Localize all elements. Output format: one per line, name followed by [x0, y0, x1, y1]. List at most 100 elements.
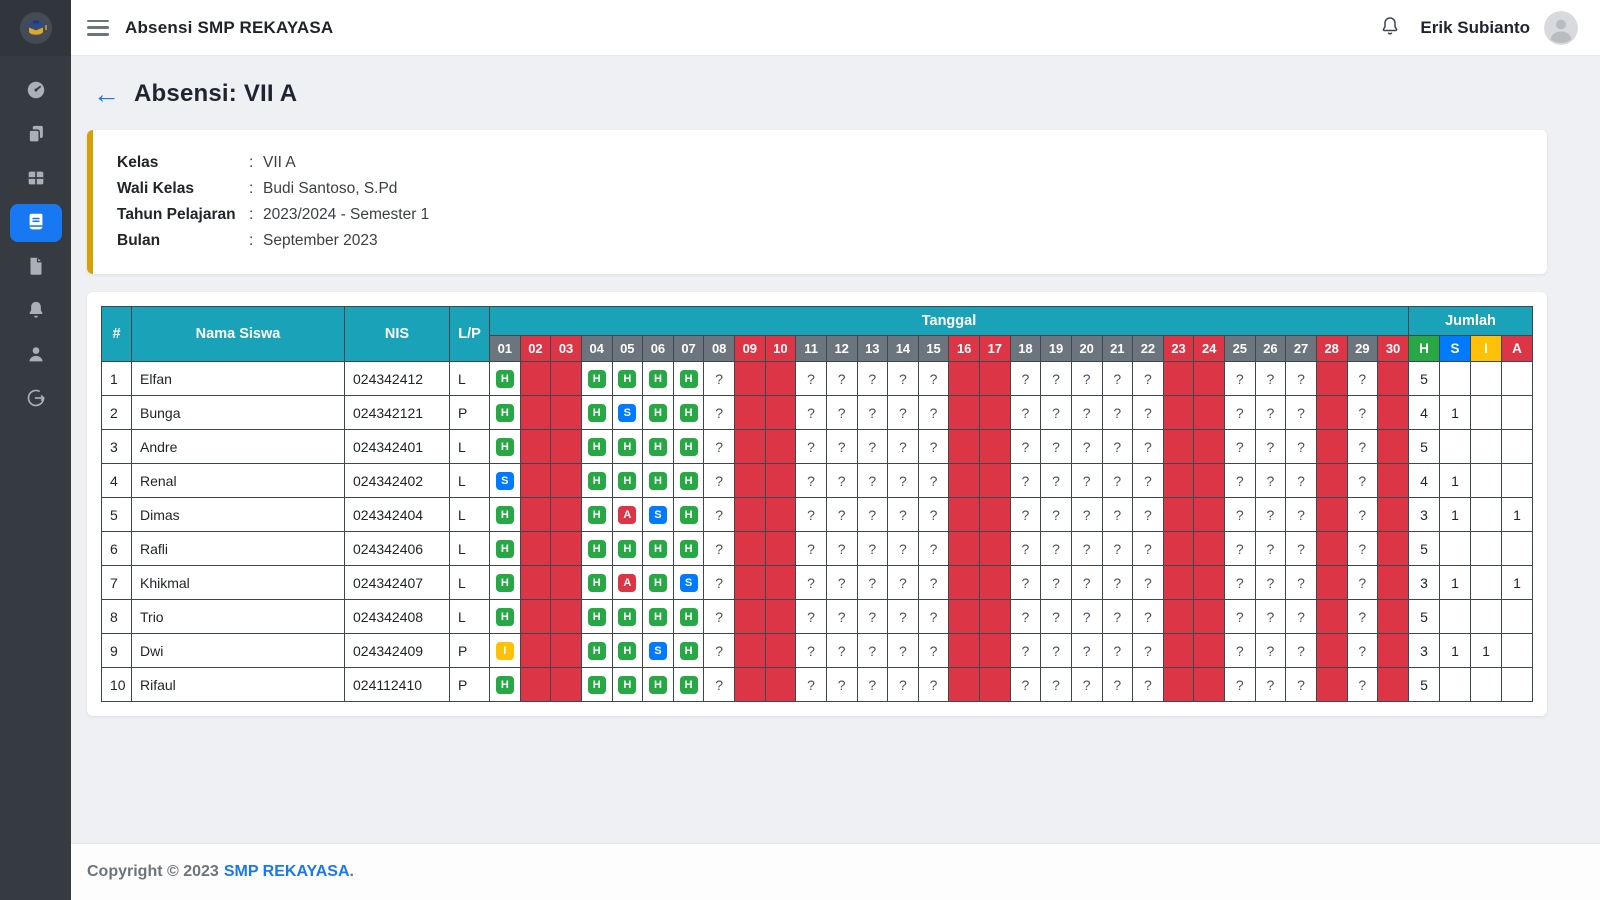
attendance-cell-25: ? — [1224, 395, 1256, 430]
sidebar-item-dashboard[interactable] — [10, 72, 62, 110]
unknown-status-mark: ? — [1052, 370, 1060, 387]
unknown-status-mark: ? — [837, 642, 846, 659]
unknown-status-mark: ? — [1144, 608, 1152, 625]
attendance-cell-27: ? — [1285, 599, 1317, 634]
sidebar-item-data[interactable] — [10, 116, 62, 154]
attendance-cell-03 — [550, 667, 582, 702]
unknown-status-mark: ? — [1113, 472, 1122, 489]
attendance-cell-20: ? — [1070, 395, 1103, 430]
attendance-cell-20: ? — [1070, 633, 1103, 668]
attendance-cell-26: ? — [1254, 633, 1287, 668]
column-header-nis: NIS — [344, 306, 450, 362]
sidebar-item-laporan[interactable] — [10, 248, 62, 286]
student-row: 2 Bunga 024342121 P H H S H H??????????????? 4 1 — [101, 395, 1534, 430]
attendance-cell-26: ? — [1254, 565, 1287, 600]
status-badge-H: H — [495, 370, 514, 388]
status-badge-A: A — [618, 574, 637, 592]
status-badge-H: H — [679, 370, 698, 388]
school-logo-icon — [16, 8, 56, 48]
attendance-cell-17 — [979, 429, 1011, 464]
copyright-text: Copyright © 2023 — [87, 863, 219, 880]
attendance-cell-14: ? — [887, 599, 919, 634]
attendance-cell-23 — [1162, 667, 1195, 702]
unknown-status-mark: ? — [1144, 676, 1152, 693]
unknown-status-mark: ? — [1082, 472, 1091, 489]
attendance-cell-11: ? — [795, 395, 827, 430]
date-header-18: 18 — [1009, 335, 1042, 362]
sidebar-item-absensi[interactable] — [9, 204, 62, 242]
menu-toggle-button[interactable] — [87, 19, 111, 37]
notifications-button[interactable] — [1378, 14, 1402, 41]
attendance-cell-04: H — [580, 429, 613, 464]
gender-cell: L — [449, 429, 490, 464]
sidebar-item-kelas[interactable] — [10, 160, 62, 198]
status-badge-H: H — [618, 676, 637, 694]
attendance-cell-01: H — [489, 429, 521, 464]
sidebar-item-logout[interactable] — [10, 380, 62, 418]
attendance-cell-25: ? — [1224, 361, 1256, 396]
attendance-cell-21: ? — [1101, 633, 1134, 668]
status-badge-H: H — [495, 404, 514, 422]
sidebar-item-notifikasi[interactable] — [10, 292, 62, 330]
total-cell-A — [1500, 633, 1534, 668]
attendance-cell-10 — [764, 395, 797, 430]
attendance-cell-09 — [734, 531, 766, 566]
attendance-cell-27: ? — [1285, 565, 1317, 600]
attendance-cell-12: ? — [825, 633, 858, 668]
attendance-cell-29: ? — [1346, 497, 1379, 532]
attendance-cell-15: ? — [917, 599, 950, 634]
attendance-cell-19: ? — [1040, 565, 1072, 600]
date-header-12: 12 — [825, 335, 858, 362]
attendance-cell-11: ? — [795, 565, 827, 600]
attendance-cell-09 — [734, 633, 766, 668]
unknown-status-mark: ? — [1358, 370, 1367, 387]
attendance-cell-02 — [519, 531, 552, 566]
row-number-cell: 10 — [101, 667, 132, 702]
unknown-status-mark: ? — [807, 676, 815, 693]
attendance-cell-28 — [1315, 667, 1348, 702]
date-header-08: 08 — [703, 335, 735, 362]
unknown-status-mark: ? — [1297, 472, 1305, 489]
attendance-cell-24 — [1193, 463, 1225, 498]
student-row: 9 Dwi 024342409 P I H H S H??????????????? 3 1 1 — [101, 633, 1534, 668]
attendance-cell-08: ? — [703, 429, 735, 464]
student-name-cell: Khikmal — [131, 565, 345, 600]
attendance-cell-13: ? — [856, 531, 889, 566]
back-button[interactable]: ← — [93, 78, 120, 109]
attendance-cell-22: ? — [1132, 361, 1164, 396]
unknown-status-mark: ? — [1082, 506, 1091, 523]
unknown-status-mark: ? — [1052, 540, 1060, 557]
attendance-cell-07: H — [672, 429, 705, 464]
student-row: 8 Trio 024342408 L H H H H H??????????????? 5 — [101, 599, 1534, 634]
logout-icon — [25, 387, 47, 412]
date-header-21: 21 — [1101, 335, 1134, 362]
date-header-11: 11 — [795, 335, 827, 362]
attendance-cell-18: ? — [1009, 395, 1042, 430]
status-badge-I: I — [495, 642, 514, 660]
app-logo[interactable] — [0, 0, 71, 56]
total-cell-H: 3 — [1407, 565, 1440, 600]
attendance-cell-25: ? — [1224, 497, 1256, 532]
attendance-cell-04: H — [580, 497, 613, 532]
unknown-status-mark: ? — [868, 438, 877, 455]
attendance-cell-18: ? — [1009, 463, 1042, 498]
attendance-cell-07: H — [672, 633, 705, 668]
unknown-status-mark: ? — [868, 676, 877, 693]
attendance-cell-28 — [1315, 497, 1348, 532]
attendance-cell-01: H — [489, 497, 521, 532]
class-info-rows: Kelas: VII A Wali Kelas: Budi Santoso, S.Pd… — [117, 150, 1523, 254]
info-label: Wali Kelas — [117, 180, 194, 197]
sidebar-item-profil[interactable] — [10, 336, 62, 374]
attendance-cell-03 — [550, 395, 582, 430]
attendance-cell-19: ? — [1040, 395, 1072, 430]
unknown-status-mark: ? — [1113, 540, 1122, 557]
total-cell-I — [1469, 599, 1502, 634]
row-number-cell: 4 — [101, 463, 132, 498]
attendance-cell-11: ? — [795, 531, 827, 566]
attendance-cell-06: H — [642, 463, 674, 498]
attendance-cell-28 — [1315, 599, 1348, 634]
user-name[interactable]: Erik Subianto — [1420, 17, 1530, 37]
date-header-06: 06 — [642, 335, 674, 362]
footer-brand-link[interactable]: SMP REKAYASA — [223, 863, 350, 880]
avatar[interactable] — [1544, 10, 1578, 45]
